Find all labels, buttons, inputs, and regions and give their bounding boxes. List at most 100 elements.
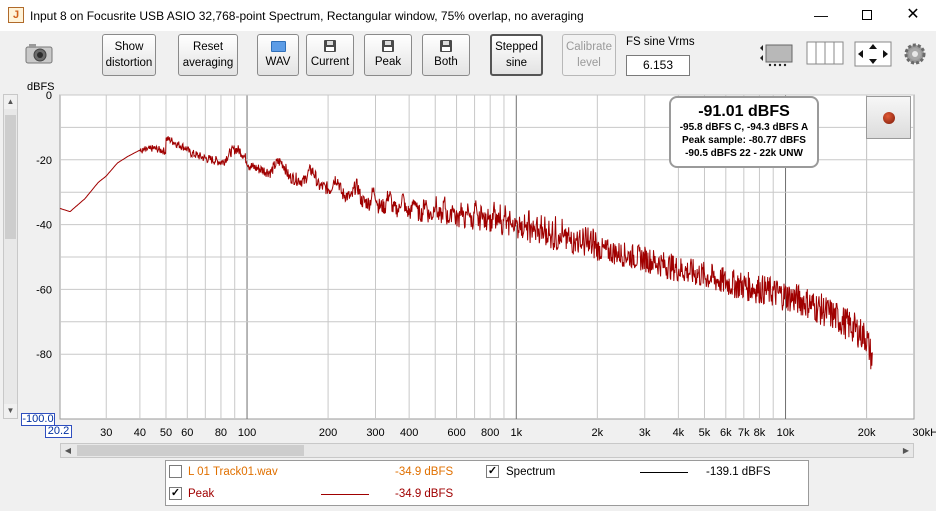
- settings-gear-icon[interactable]: [903, 42, 927, 66]
- vertical-scrollbar[interactable]: ▲ ▼: [3, 94, 18, 419]
- legend-panel: L 01 Track01.wav -34.9 dBFS ✓ Spectrum -…: [165, 460, 809, 506]
- x-tick-label: 50: [160, 427, 172, 439]
- calibrate-level-label-2: level: [577, 57, 601, 69]
- current-label: Current: [310, 56, 350, 68]
- y-tick-label: -20: [36, 155, 52, 167]
- x-tick-label: 30kHz: [912, 427, 936, 439]
- maximize-button[interactable]: [844, 0, 890, 31]
- fs-sine-input[interactable]: 6.153: [626, 55, 690, 76]
- horizontal-scroll-thumb[interactable]: [77, 445, 304, 456]
- y-tick-label: -40: [36, 220, 52, 232]
- reset-averaging-label-1: Reset: [192, 41, 224, 53]
- x-tick-label: 60: [181, 427, 193, 439]
- x-tick-label: 400: [400, 427, 418, 439]
- spectrum-checkbox[interactable]: ✓: [486, 465, 499, 478]
- legend-row-peak: ✓ Peak -34.9 dBFS: [166, 484, 810, 504]
- peak-checkbox[interactable]: ✓: [169, 487, 182, 500]
- java-app-icon: J: [8, 7, 24, 23]
- y-axis-label: dBFS: [27, 81, 55, 93]
- save-icon: [382, 40, 394, 52]
- level-readout-unweighted: -90.5 dBFS 22 - 22k UNW: [685, 148, 803, 159]
- spectrum-value: -139.1 dBFS: [706, 466, 771, 478]
- view-size-icon[interactable]: [757, 40, 797, 68]
- y-tick-label: -80: [36, 349, 52, 361]
- level-readout-weighted: -95.8 dBFS C, -94.3 dBFS A: [679, 122, 809, 133]
- spectrum-line-swatch: [640, 472, 688, 473]
- level-readout-peak-sample: Peak sample: -80.77 dBFS: [682, 135, 806, 146]
- x-tick-label: 2k: [592, 427, 604, 439]
- record-button[interactable]: [866, 96, 911, 139]
- spectrum-chart: 0 -20 -40 -60 -80 30 40 50 60 80 100 200 300 400 600 8…: [27, 81, 936, 439]
- scroll-right-icon[interactable]: ▶: [902, 446, 910, 455]
- x-tick-label: 300: [366, 427, 384, 439]
- window-title: Input 8 on Focusrite USB ASIO 32,768-poi…: [30, 9, 584, 23]
- wav-label: WAV: [265, 55, 291, 68]
- x-tick-label: 6k: [720, 427, 732, 439]
- minimize-button[interactable]: —: [814, 7, 828, 23]
- x-min-input[interactable]: 20.2: [45, 425, 72, 438]
- show-distortion-button[interactable]: Show distortion: [102, 34, 156, 76]
- reset-averaging-button[interactable]: Reset averaging: [178, 34, 238, 76]
- reset-averaging-label-2: averaging: [182, 57, 234, 69]
- x-tick-label: 3k: [639, 427, 651, 439]
- stepped-sine-label-2: sine: [505, 57, 528, 69]
- x-tick-label: 8k: [754, 427, 766, 439]
- level-readout-box: -91.01 dBFS -95.8 dBFS C, -94.3 dBFS A P…: [669, 96, 819, 168]
- peak-label: Peak: [374, 56, 402, 68]
- both-label: Both: [434, 56, 458, 68]
- fs-sine-label: FS sine Vrms: [626, 36, 695, 48]
- show-distortion-label-1: Show: [114, 41, 144, 53]
- x-tick-label: 7k: [738, 427, 750, 439]
- maximize-icon: [862, 10, 872, 20]
- peak-name: Peak: [188, 488, 215, 500]
- x-tick-label: 40: [134, 427, 146, 439]
- level-readout-main: -91.01 dBFS: [698, 103, 790, 120]
- camera-icon[interactable]: [25, 42, 53, 64]
- scroll-left-icon[interactable]: ◀: [64, 446, 72, 455]
- scroll-down-icon[interactable]: ▼: [4, 404, 17, 418]
- save-icon: [324, 40, 336, 52]
- stepped-sine-label-1: Stepped: [495, 41, 538, 53]
- x-tick-label: 600: [447, 427, 465, 439]
- x-tick-label: 80: [215, 427, 227, 439]
- track-name: L 01 Track01.wav: [188, 466, 278, 478]
- track-checkbox[interactable]: [169, 465, 182, 478]
- y-tick-label: 0: [46, 90, 52, 102]
- x-tick-label: 5k: [699, 427, 711, 439]
- x-tick-label: 30: [100, 427, 112, 439]
- x-tick-label: 4k: [673, 427, 685, 439]
- spectrum-name: Spectrum: [506, 466, 556, 478]
- vertical-scroll-thumb[interactable]: [5, 115, 16, 239]
- x-tick-label: 800: [481, 427, 499, 439]
- pan-arrows-icon[interactable]: [854, 41, 892, 67]
- scroll-up-icon[interactable]: ▲: [4, 95, 17, 109]
- horizontal-scrollbar[interactable]: ◀ ▶: [60, 443, 914, 458]
- toolbar: Show distortion Reset averaging WAV Curr…: [0, 31, 936, 86]
- calibrate-level-button[interactable]: Calibrate level: [562, 34, 616, 76]
- wav-button[interactable]: WAV: [257, 34, 299, 76]
- peak-spectrum-trace: [59, 136, 873, 370]
- x-tick-label: 20k: [858, 427, 876, 439]
- track-value: -34.9 dBFS: [395, 466, 454, 478]
- y-tick-label: -60: [36, 284, 52, 296]
- x-tick-label: 100: [238, 427, 256, 439]
- stepped-sine-button[interactable]: Stepped sine: [490, 34, 543, 76]
- x-tick-label: 200: [319, 427, 337, 439]
- x-tick-label: 1k: [510, 427, 522, 439]
- x-tick-label: 10k: [777, 427, 795, 439]
- columns-layout-icon[interactable]: [806, 41, 844, 65]
- peak-value: -34.9 dBFS: [395, 488, 454, 500]
- current-button[interactable]: Current: [306, 34, 354, 76]
- peak-line-swatch: [321, 494, 369, 495]
- calibrate-level-label-1: Calibrate: [565, 41, 613, 53]
- close-button[interactable]: ✕: [906, 6, 920, 23]
- record-icon: [883, 112, 895, 124]
- folder-icon: [270, 40, 286, 52]
- legend-row-track: L 01 Track01.wav -34.9 dBFS ✓ Spectrum -…: [166, 462, 810, 482]
- both-button[interactable]: Both: [422, 34, 470, 76]
- peak-button[interactable]: Peak: [364, 34, 412, 76]
- save-icon: [440, 40, 452, 52]
- y-min-input[interactable]: -100.0: [21, 413, 55, 426]
- show-distortion-label-2: distortion: [105, 57, 153, 69]
- title-bar: J Input 8 on Focusrite USB ASIO 32,768-p…: [0, 0, 936, 31]
